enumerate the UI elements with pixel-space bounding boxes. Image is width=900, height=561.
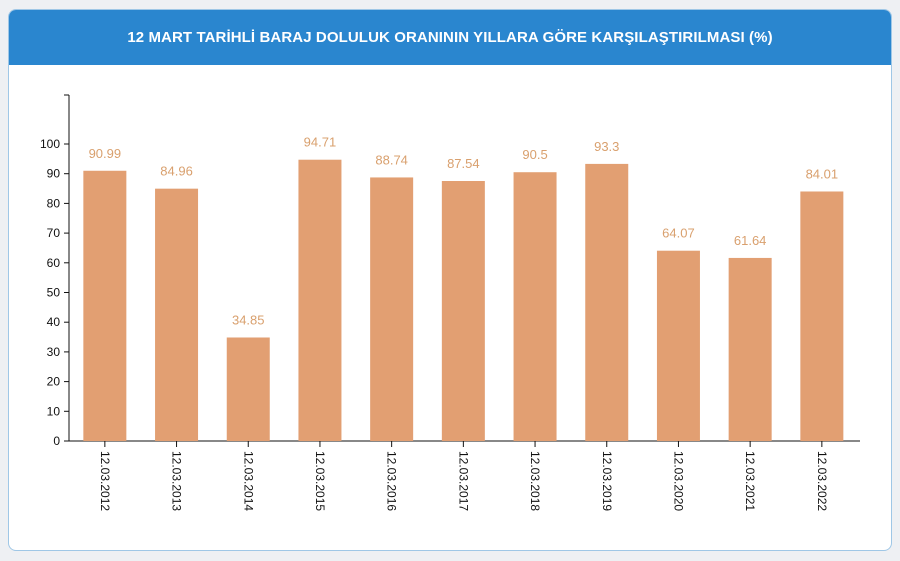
x-tick-label: 12.03.2018: [528, 451, 542, 511]
y-tick-label: 0: [53, 434, 60, 448]
data-label: 87.54: [447, 156, 480, 171]
y-tick-label: 20: [47, 375, 61, 389]
data-label: 93.3: [594, 139, 619, 154]
data-label: 90.5: [522, 147, 547, 162]
y-tick-label: 10: [47, 404, 61, 418]
x-tick-label: 12.03.2021: [743, 451, 757, 511]
x-tick-label: 12.03.2017: [456, 451, 470, 511]
data-label: 90.99: [89, 146, 122, 161]
y-tick-label: 30: [47, 345, 61, 359]
chart-title: 12 MART TARİHLİ BARAJ DOLULUK ORANININ Y…: [9, 10, 891, 65]
y-tick-label: 50: [47, 286, 61, 300]
data-label: 34.85: [232, 312, 265, 327]
data-label: 61.64: [734, 233, 767, 248]
y-tick-label: 40: [47, 315, 61, 329]
y-tick-label: 80: [47, 196, 61, 210]
x-tick-label: 12.03.2015: [313, 451, 327, 511]
bar: [370, 177, 414, 441]
data-label: 64.07: [662, 226, 695, 241]
x-tick-label: 12.03.2014: [241, 451, 255, 511]
data-label: 84.01: [806, 166, 839, 181]
data-label: 94.71: [304, 135, 337, 150]
bar: [728, 257, 772, 441]
y-tick-label: 100: [40, 137, 60, 151]
bar: [83, 170, 127, 441]
x-tick-label: 12.03.2013: [170, 451, 184, 511]
bar: [585, 163, 629, 442]
y-tick-label: 90: [47, 167, 61, 181]
x-tick-label: 12.03.2016: [385, 451, 399, 511]
bar: [226, 337, 270, 441]
x-tick-label: 12.03.2019: [600, 451, 614, 511]
x-tick-label: 12.03.2022: [815, 451, 829, 511]
y-tick-label: 60: [47, 256, 61, 270]
x-tick-label: 12.03.2012: [98, 451, 112, 511]
bar: [298, 159, 342, 441]
bar: [656, 250, 700, 441]
x-tick-label: 12.03.2020: [671, 451, 685, 511]
bar: [800, 191, 844, 441]
bar: [513, 172, 557, 441]
bar: [155, 188, 199, 441]
y-tick-label: 70: [47, 226, 61, 240]
data-label: 88.74: [375, 152, 408, 167]
bar: [441, 181, 485, 441]
data-label: 84.96: [160, 164, 193, 179]
